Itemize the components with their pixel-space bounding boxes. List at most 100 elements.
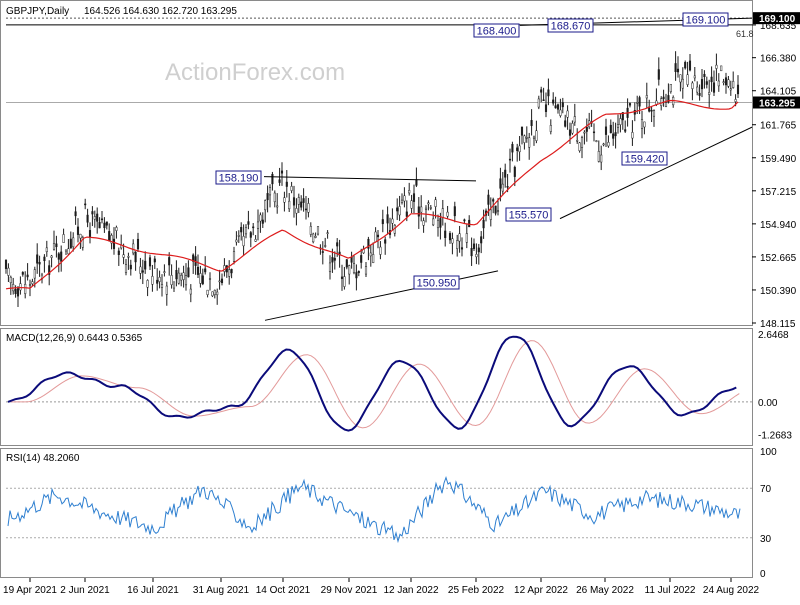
- candle-body: [148, 257, 152, 267]
- candle-body: [499, 178, 502, 189]
- candle-body: [333, 257, 336, 261]
- candle-body: [160, 283, 164, 288]
- candle-body: [360, 255, 363, 263]
- candle-body: [712, 82, 716, 93]
- candle-body: [684, 61, 687, 69]
- candle-body: [357, 271, 360, 273]
- candle-body: [86, 214, 89, 223]
- candle-body: [405, 211, 408, 217]
- candle-body: [283, 197, 286, 203]
- price-annotation-label: 159.420: [625, 154, 665, 166]
- date-axis-label: 29 Nov 2021: [321, 585, 378, 596]
- candle-body: [124, 264, 128, 273]
- price-axis-label: 154.940: [760, 220, 797, 231]
- candle-body: [280, 170, 284, 174]
- candle-body: [561, 102, 564, 108]
- candle-body: [576, 140, 579, 142]
- macd-line: [7, 335, 737, 432]
- candle-body: [460, 247, 464, 250]
- candle-body: [208, 278, 212, 280]
- candle-body: [206, 289, 209, 295]
- candle-body: [278, 179, 281, 183]
- candle-body: [465, 233, 468, 243]
- candle-body: [710, 76, 713, 83]
- candle-body: [244, 227, 248, 235]
- candle-body: [705, 81, 708, 85]
- candle-body: [518, 145, 521, 153]
- candle-body: [136, 238, 140, 250]
- candle-body: [624, 129, 627, 132]
- candle-body: [151, 276, 154, 285]
- candle-body: [655, 100, 658, 105]
- candle-body: [165, 285, 168, 295]
- candle-body: [84, 203, 87, 206]
- candle-body: [439, 218, 442, 228]
- candle-body: [729, 88, 732, 91]
- candle-body: [475, 254, 478, 258]
- candle-body: [297, 197, 300, 205]
- candle-body: [112, 238, 116, 249]
- candle-body: [163, 271, 166, 273]
- date-axis-label: 12 Jan 2022: [383, 585, 438, 596]
- candle-body: [556, 104, 560, 110]
- macd-title: MACD(12,26,9) 0.6443 0.5365: [6, 333, 143, 344]
- candle-body: [559, 109, 562, 116]
- candle-body: [273, 192, 276, 203]
- candle-body: [614, 132, 617, 137]
- candle-body: [535, 130, 538, 141]
- date-axis-label: 11 Jul 2022: [645, 585, 696, 596]
- candle-body: [511, 144, 514, 153]
- date-axis-label: 25 Feb 2022: [448, 585, 505, 596]
- candle-body: [477, 247, 480, 253]
- candle-body: [456, 240, 459, 249]
- candle-body: [108, 231, 111, 241]
- candle-body: [525, 137, 528, 139]
- candle-body: [444, 230, 447, 238]
- candle-body: [254, 239, 257, 242]
- price-axis-label: 148.115: [760, 319, 796, 330]
- candle-body: [300, 201, 303, 208]
- candle-body: [326, 232, 329, 234]
- candle-body: [453, 206, 456, 217]
- candle-body: [146, 280, 149, 288]
- candle-body: [348, 265, 351, 275]
- rsi-panel-frame: [0, 448, 753, 578]
- current-price-tag: 163.295: [759, 98, 796, 109]
- candle-body: [369, 252, 372, 257]
- candle-body: [196, 266, 200, 275]
- rsi-axis-label: 100: [760, 447, 777, 458]
- candle-body: [182, 272, 185, 280]
- candle-body: [664, 102, 668, 107]
- candle-body: [396, 207, 399, 212]
- candle-body: [410, 200, 413, 209]
- candle-body: [352, 263, 356, 274]
- candle-body: [184, 275, 188, 286]
- candle-body: [4, 259, 8, 269]
- candle-body: [691, 82, 694, 89]
- rising-trendline: [559, 126, 753, 220]
- candle-body: [158, 276, 161, 282]
- header-ohlc: 164.526 164.630 162.720 163.295: [84, 6, 237, 17]
- candle-body: [24, 284, 27, 294]
- candle-body: [489, 209, 492, 220]
- candle-body: [722, 81, 725, 83]
- price-annotation-label: 155.570: [509, 210, 549, 222]
- candle-body: [384, 239, 387, 244]
- candle-body: [547, 89, 550, 97]
- candle-body: [487, 194, 490, 205]
- candle-body: [717, 80, 720, 87]
- candle-body: [472, 243, 476, 249]
- candle-body: [554, 105, 557, 109]
- candle-body: [88, 230, 92, 238]
- date-axis-label: 26 May 2022: [576, 585, 634, 596]
- candle-body: [187, 267, 190, 278]
- candle-body: [100, 218, 104, 221]
- candle-body: [295, 208, 298, 214]
- price-annotation-box: [413, 275, 460, 290]
- candle-body: [172, 281, 176, 289]
- candle-body: [314, 236, 317, 238]
- candle-body: [523, 135, 526, 143]
- candle-body: [331, 257, 334, 263]
- candle-body: [55, 243, 58, 248]
